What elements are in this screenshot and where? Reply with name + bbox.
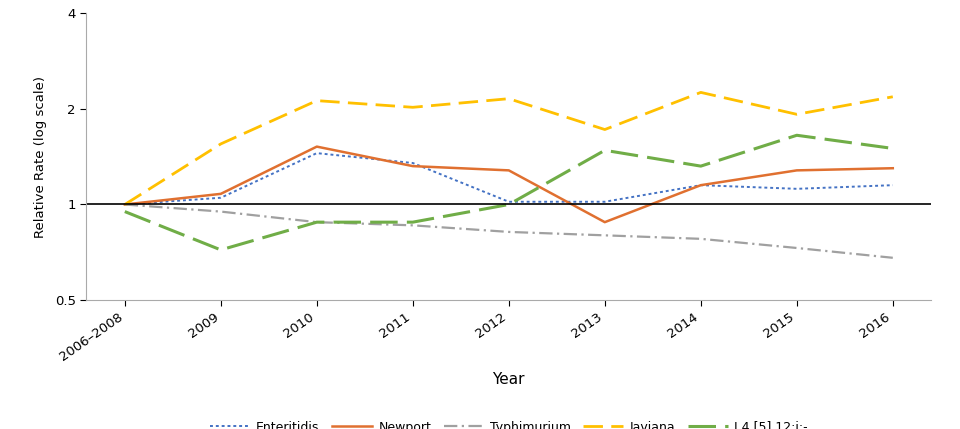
Typhimurium [599,233,611,238]
Newport [215,191,227,196]
Typhimurium [215,209,227,214]
Javiana [887,94,899,100]
Javiana [599,127,611,132]
Newport [599,220,611,225]
Enteritidis [119,202,131,207]
Typhimurium [695,236,707,242]
I 4,[5],12:i:- [599,148,611,153]
I 4,[5],12:i:- [503,202,515,207]
Line: I 4,[5],12:i:-: I 4,[5],12:i:- [125,135,893,250]
Newport [311,144,323,149]
Newport [119,202,131,207]
I 4,[5],12:i:- [407,220,419,225]
Newport [695,183,707,188]
Y-axis label: Relative Rate (log scale): Relative Rate (log scale) [34,76,47,238]
Javiana [311,98,323,103]
Enteritidis [695,183,707,188]
Javiana [695,90,707,95]
Typhimurium [503,230,515,235]
Enteritidis [407,160,419,166]
X-axis label: Year: Year [492,372,525,387]
Newport [887,166,899,171]
Javiana [215,141,227,146]
I 4,[5],12:i:- [887,146,899,151]
Enteritidis [599,199,611,204]
Enteritidis [887,183,899,188]
Enteritidis [311,151,323,156]
Javiana [791,112,803,117]
Line: Typhimurium: Typhimurium [125,205,893,258]
Javiana [503,96,515,101]
Javiana [407,105,419,110]
Typhimurium [311,220,323,225]
I 4,[5],12:i:- [695,163,707,169]
Newport [503,168,515,173]
Typhimurium [887,255,899,260]
Legend: Enteritidis, Newport, Typhimurium, Javiana, I 4,[5],12:i:-: Enteritidis, Newport, Typhimurium, Javia… [204,416,813,429]
Javiana [119,202,131,207]
I 4,[5],12:i:- [311,220,323,225]
Newport [791,168,803,173]
Enteritidis [791,186,803,191]
I 4,[5],12:i:- [215,248,227,253]
Typhimurium [407,223,419,228]
I 4,[5],12:i:- [119,209,131,214]
Enteritidis [215,195,227,200]
Typhimurium [791,245,803,251]
Newport [407,163,419,169]
Line: Newport: Newport [125,147,893,222]
Line: Javiana: Javiana [125,92,893,205]
Line: Enteritidis: Enteritidis [125,153,893,205]
Typhimurium [119,202,131,207]
Enteritidis [503,199,515,204]
I 4,[5],12:i:- [791,133,803,138]
